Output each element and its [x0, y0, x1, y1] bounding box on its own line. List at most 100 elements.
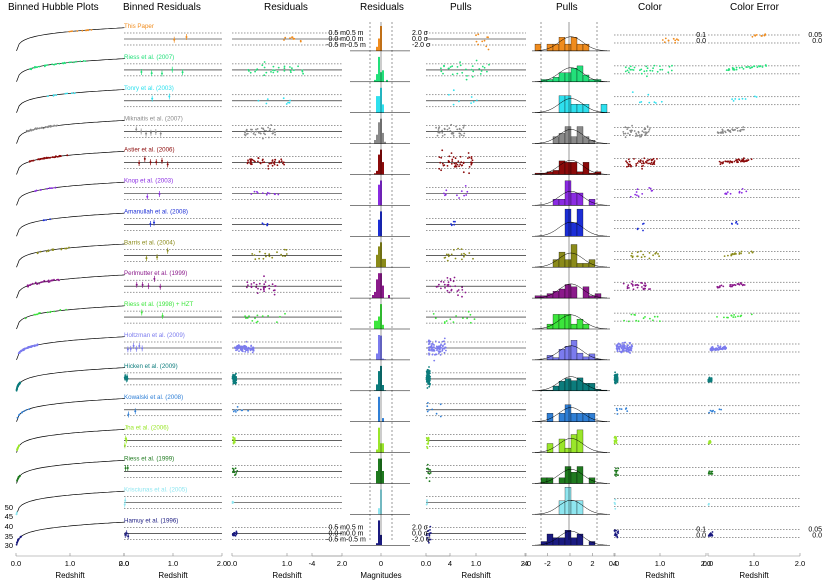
color-point: [633, 313, 636, 316]
color-error-point: [727, 128, 729, 131]
color-error-point: [739, 129, 742, 132]
pull-point: [465, 78, 468, 81]
pull-point: [452, 321, 455, 323]
pull-hist-bar: [576, 65, 584, 82]
hubble-point: [64, 92, 67, 95]
residual-point: [233, 471, 236, 474]
pull-point: [431, 346, 433, 348]
binned-point: [160, 159, 163, 162]
color-point: [614, 469, 616, 472]
row-1: Riess et al. (2007): [16, 54, 800, 83]
color-error-point: [733, 314, 735, 316]
pull-point: [450, 223, 452, 225]
residual-point: [302, 72, 304, 75]
gaussian-curve: [535, 438, 607, 453]
y-tick-label: 50: [5, 503, 13, 512]
color-point: [627, 126, 630, 129]
pull-point: [447, 281, 450, 283]
y-tick-label: 0.0 σ: [412, 530, 429, 537]
color-point: [631, 91, 634, 93]
residual-hist-bar: [378, 458, 380, 484]
hubble-point: [18, 537, 20, 540]
hubble-point: [49, 310, 52, 313]
pull-point: [428, 352, 430, 355]
residual-hist-bar: [380, 534, 382, 546]
residual-point: [252, 350, 255, 352]
hubble-point: [47, 280, 49, 282]
color-error-point: [736, 283, 739, 285]
pull-hist-bar: [576, 171, 584, 175]
pull-point: [454, 157, 457, 160]
hubble-point: [53, 156, 56, 159]
x-axis-label: Redshift: [739, 571, 769, 580]
color-error-point: [741, 97, 744, 100]
residual-point: [240, 409, 243, 412]
color-error-point: [760, 35, 763, 37]
color-error-point: [708, 502, 710, 505]
residual-point: [268, 255, 271, 258]
residual-hist-bar: [374, 79, 376, 82]
dataset-label: Kowalski et al. (2008): [124, 394, 183, 401]
residual-point: [263, 129, 266, 132]
color-point: [614, 438, 617, 440]
pull-point: [450, 162, 453, 165]
pull-point: [428, 372, 431, 374]
color-point: [617, 532, 620, 534]
pull-point: [443, 257, 446, 259]
gaussian-curve: [535, 283, 607, 299]
x-axis-label: Redshift: [272, 571, 302, 580]
pull-point: [432, 343, 434, 346]
color-error-point: [758, 65, 760, 67]
residual-point: [263, 132, 265, 135]
pull-hist-bar: [600, 104, 608, 113]
y-tick-label: 0.5 m: [346, 524, 364, 531]
hubble-point: [19, 475, 21, 477]
pull-hist-bar: [558, 438, 566, 453]
residual-point: [234, 377, 237, 380]
color-error-point: [717, 344, 719, 347]
pull-point: [459, 64, 462, 67]
residual-point: [265, 102, 268, 105]
color-error-point: [734, 253, 736, 255]
residual-point: [272, 132, 274, 135]
residual-point: [254, 317, 256, 320]
residual-point: [287, 101, 289, 104]
pull-point: [438, 167, 441, 170]
hubble-point: [15, 513, 18, 516]
color-point: [622, 131, 625, 133]
pull-hist-bar: [564, 72, 572, 82]
color-point: [644, 282, 646, 285]
residual-hist-bar: [376, 471, 378, 484]
hubble-point: [65, 308, 67, 311]
pull-point: [435, 353, 438, 356]
pull-hist-bar: [576, 43, 584, 52]
color-error-point: [729, 285, 731, 287]
residual-point: [247, 409, 250, 412]
color-point: [634, 135, 637, 138]
hubble-point: [68, 246, 70, 249]
pull-point: [430, 343, 433, 345]
pull-point: [458, 128, 461, 131]
y-tick-label: 0.0 m: [328, 36, 346, 43]
x-tick-label: 0.0: [421, 559, 431, 568]
pull-point: [442, 347, 444, 350]
color-point: [615, 473, 618, 476]
residual-point: [255, 321, 258, 324]
color-error-point: [735, 68, 738, 71]
color-error-point: [710, 347, 713, 350]
x-tick-label: 2.0: [217, 559, 227, 568]
row-11: Hicken et al. (2009): [15, 363, 800, 392]
residual-point: [249, 158, 251, 161]
hubble-point: [33, 66, 36, 69]
row-5: Knop et al. (2003): [16, 178, 800, 206]
hubble-point: [34, 344, 37, 347]
color-point: [630, 349, 633, 352]
color-point: [623, 319, 625, 322]
pull-point: [456, 72, 459, 75]
pull-point: [467, 310, 470, 313]
color-error-point: [742, 160, 745, 162]
pull-point: [481, 40, 484, 43]
pull-point: [451, 158, 454, 161]
hubble-point: [38, 312, 40, 314]
pull-point: [428, 532, 431, 535]
